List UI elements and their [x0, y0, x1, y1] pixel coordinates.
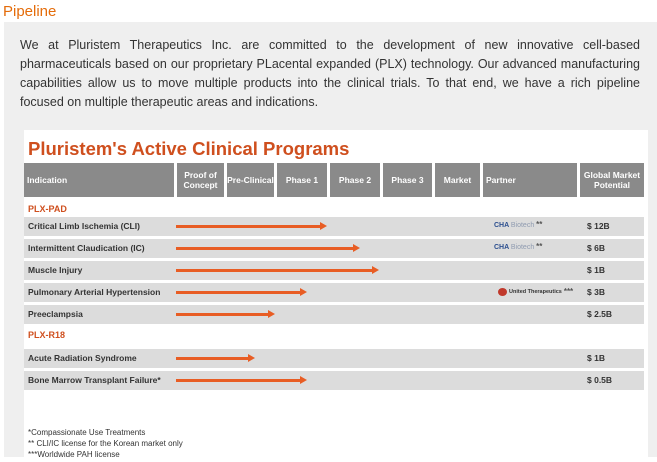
clinical-programs-figure: Pluristem's Active Clinical Programs Ind… — [24, 130, 648, 462]
indication-cell: Preeclampsia — [28, 309, 83, 319]
partner-logo-cha-biotech: CHA Biotech ** — [494, 242, 543, 251]
header-phase-1: Phase 1 — [277, 163, 330, 197]
market-potential-cell: $ 1B — [587, 265, 605, 275]
footnote: ** CLI/IC license for the Korean market … — [28, 439, 183, 448]
table-row: Pulmonary Arterial Hypertension United T… — [24, 283, 644, 302]
header-pre-clinical: Pre-Clinical — [227, 163, 277, 197]
indication-cell: Pulmonary Arterial Hypertension — [28, 287, 161, 297]
market-potential-cell: $ 0.5B — [587, 375, 613, 385]
intro-paragraph: We at Pluristem Therapeutics Inc. are co… — [20, 38, 640, 109]
progress-arrow — [176, 222, 327, 230]
market-potential-cell: $ 2.5B — [587, 309, 613, 319]
partner-logo-cha-biotech: CHA Biotech ** — [494, 220, 543, 229]
footnotes: *Compassionate Use Treatments ** CLI/IC … — [28, 427, 183, 460]
partner-logo-united-therapeutics: United Therapeutics *** — [498, 287, 573, 297]
progress-arrow — [176, 310, 275, 318]
indication-cell: Muscle Injury — [28, 265, 83, 275]
indication-cell: Critical Limb Ischemia (CLI) — [28, 221, 140, 231]
header-indication: Indication — [24, 163, 177, 197]
figure-title: Pluristem's Active Clinical Programs — [28, 138, 350, 159]
indication-cell: Bone Marrow Transplant Failure* — [28, 375, 161, 385]
header-partner: Partner — [483, 163, 580, 197]
group-label-plx-pad: PLX-PAD — [28, 204, 67, 214]
table-row: Muscle Injury $ 1B — [24, 261, 644, 280]
page-title: Pipeline — [3, 3, 57, 20]
market-potential-cell: $ 6B — [587, 243, 605, 253]
indication-cell: Intermittent Claudication (IC) — [28, 243, 145, 253]
progress-arrow — [176, 376, 307, 384]
progress-arrow — [176, 266, 379, 274]
footnote: *Compassionate Use Treatments — [28, 428, 146, 437]
group-label-plx-r18: PLX-R18 — [28, 330, 66, 340]
table-row: Acute Radiation Syndrome $ 1B — [24, 349, 644, 368]
table-row: Preeclampsia $ 2.5B — [24, 305, 644, 324]
indication-cell: Acute Radiation Syndrome — [28, 353, 137, 363]
table-row: Bone Marrow Transplant Failure* $ 0.5B — [24, 371, 644, 390]
header-proof-of-concept: Proof of Concept — [177, 163, 227, 197]
table-row: Intermittent Claudication (IC) CHA Biote… — [24, 239, 644, 258]
progress-arrow — [176, 354, 255, 362]
content-panel: We at Pluristem Therapeutics Inc. are co… — [4, 22, 657, 462]
market-potential-cell: $ 1B — [587, 353, 605, 363]
table-row: Critical Limb Ischemia (CLI) CHA Biotech… — [24, 217, 644, 236]
progress-arrow — [176, 244, 360, 252]
header-phase-3: Phase 3 — [383, 163, 435, 197]
header-phase-2: Phase 2 — [330, 163, 383, 197]
header-market-potential: Global Market Potential — [580, 163, 644, 197]
progress-arrow — [176, 288, 307, 296]
header-market: Market — [435, 163, 483, 197]
market-potential-cell: $ 3B — [587, 287, 605, 297]
footnote: ***Worldwide PAH license — [28, 450, 120, 459]
market-potential-cell: $ 12B — [587, 221, 610, 231]
